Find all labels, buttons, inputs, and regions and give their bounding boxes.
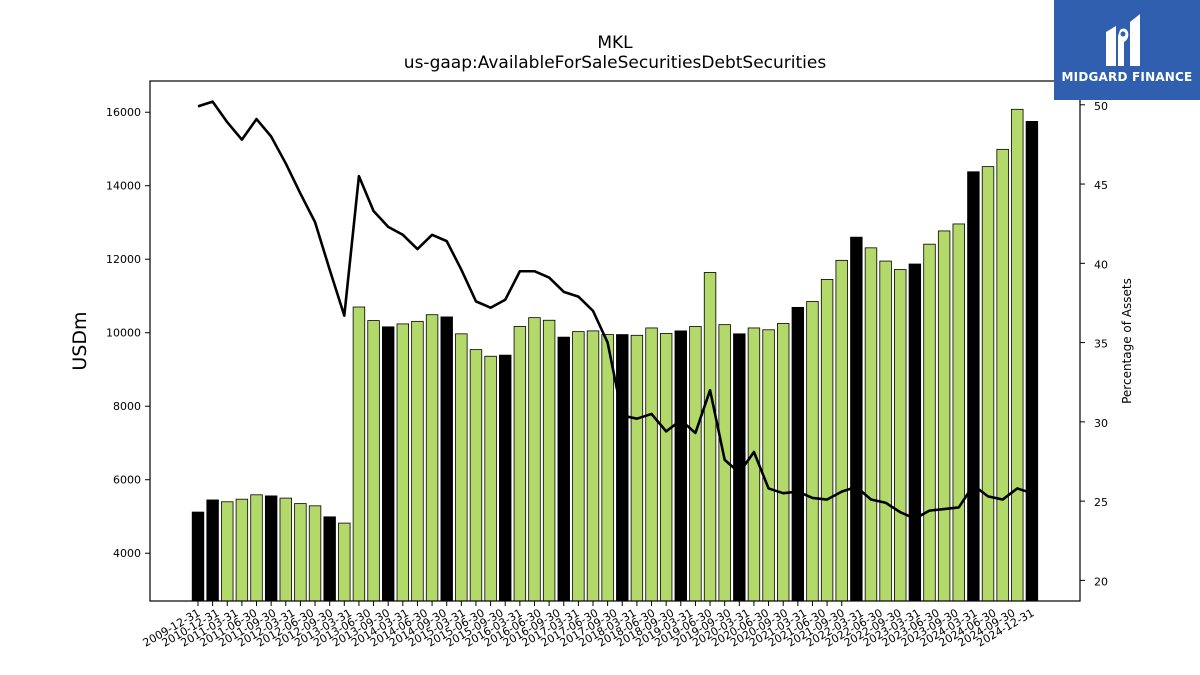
bar (806, 301, 819, 602)
y-tick-label: 14000 (106, 180, 141, 193)
bar (191, 511, 205, 602)
bar (279, 497, 292, 602)
bar (952, 223, 965, 602)
bar (381, 326, 395, 602)
bar (338, 522, 351, 602)
bar (981, 166, 995, 602)
bar (455, 333, 468, 602)
bar (879, 260, 892, 602)
bar (557, 336, 570, 602)
bar (586, 330, 600, 602)
y2-tick-label: 40 (1094, 258, 1108, 271)
bar (528, 317, 541, 602)
y-axis-left: 4000 6000 8000 10000 12000 14000 16000 (106, 106, 150, 560)
bar (513, 326, 527, 602)
chart-subtitle: us-gaap:AvailableForSaleSecuritiesDebtSe… (404, 53, 827, 73)
percentage-line (197, 100, 1033, 520)
bar (850, 236, 863, 602)
y2-tick-label: 25 (1094, 496, 1108, 509)
bar (308, 505, 322, 602)
bar (791, 306, 805, 602)
bar (425, 314, 439, 602)
bar (396, 323, 410, 602)
bar (1025, 121, 1039, 602)
bar (221, 501, 234, 602)
y-axis-label: USDm (69, 311, 91, 370)
bar (762, 329, 775, 602)
y2-tick-label: 35 (1094, 338, 1108, 351)
y-tick-label: 4000 (113, 547, 141, 560)
bar (323, 516, 336, 602)
bar (967, 171, 980, 602)
chart-title: MKL (597, 33, 633, 53)
bar (616, 334, 629, 602)
bar (411, 320, 424, 602)
y2-tick-label: 30 (1094, 417, 1108, 430)
bar (294, 503, 307, 602)
bar (250, 494, 263, 602)
bar (1011, 108, 1024, 602)
bar (235, 498, 249, 602)
bar (996, 148, 1009, 602)
y-tick-label: 6000 (113, 474, 141, 487)
y-tick-label: 8000 (113, 400, 141, 413)
bar (367, 320, 380, 602)
bar (352, 306, 366, 602)
bar (484, 355, 497, 602)
x-axis: 2009-12-312010-12-312011-03-312011-06-30… (141, 601, 1036, 650)
bar (572, 331, 585, 602)
midgard-logo-icon (1106, 14, 1140, 67)
logo: MIDGARD FINANCE (1054, 0, 1200, 100)
logo-text: MIDGARD FINANCE (1061, 70, 1193, 84)
bar-series (191, 108, 1039, 602)
y2-tick-label: 20 (1094, 575, 1108, 588)
y2-tick-label: 50 (1094, 100, 1108, 113)
bar (499, 354, 512, 602)
line-series (197, 100, 1033, 520)
bar (864, 247, 878, 602)
bar (542, 319, 556, 602)
bar (440, 316, 453, 602)
bar (469, 349, 483, 602)
bar (908, 263, 922, 602)
y-tick-label: 10000 (106, 327, 141, 340)
bar (820, 279, 834, 602)
bar (835, 259, 848, 602)
y-axis-right: 20 25 30 35 40 45 50 (1080, 100, 1108, 588)
bar (264, 495, 278, 602)
bar (601, 334, 614, 602)
bar (777, 323, 790, 602)
bar (645, 327, 658, 602)
bar (206, 499, 219, 602)
bar (659, 333, 673, 602)
y2-tick-label: 45 (1094, 179, 1108, 192)
bar (674, 330, 687, 602)
y2-axis-label: Percentage of Assets (1120, 278, 1134, 404)
bar (937, 230, 951, 602)
plot-frame (149, 80, 1081, 602)
bar (923, 243, 936, 602)
y-tick-label: 16000 (106, 106, 141, 119)
bar (703, 272, 717, 602)
bar (894, 269, 907, 602)
bar (630, 334, 644, 602)
bar (689, 326, 702, 602)
y-tick-label: 12000 (106, 253, 141, 266)
